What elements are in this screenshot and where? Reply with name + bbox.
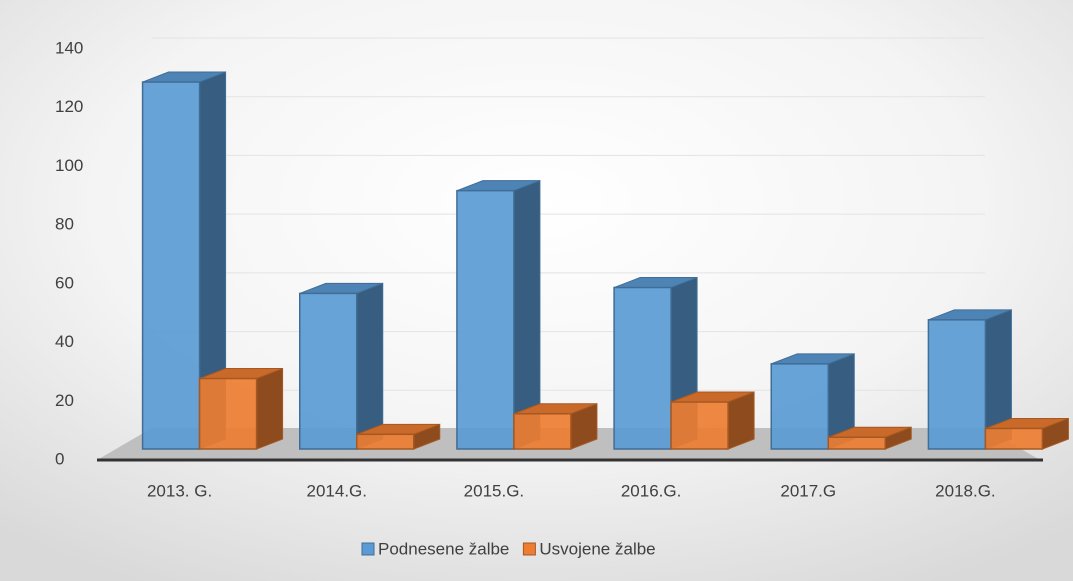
bar xyxy=(770,363,829,450)
x-tick-label: 2013. G. xyxy=(147,481,212,500)
y-tick-label: 20 xyxy=(55,391,74,410)
bar xyxy=(927,319,987,450)
x-tick-label: 2014.G. xyxy=(307,481,368,500)
y-tick-label: 80 xyxy=(55,215,74,234)
bar-side xyxy=(256,367,284,450)
bar xyxy=(984,427,1044,450)
bar xyxy=(670,401,729,450)
y-tick-label: 40 xyxy=(55,332,74,351)
bar xyxy=(141,81,201,450)
bar xyxy=(198,377,258,450)
bar xyxy=(356,433,415,450)
x-tick-label: 2016.G. xyxy=(621,481,682,500)
y-tick-label: 100 xyxy=(55,156,83,175)
x-tick-label: 2017.G xyxy=(780,481,836,500)
y-tick-label: 120 xyxy=(55,97,83,116)
legend-swatch xyxy=(522,542,536,556)
y-tick-label: 0 xyxy=(55,449,64,468)
legend-label: Podnesene žalbe xyxy=(378,539,509,558)
x-tick-label: 2015.G. xyxy=(464,481,525,500)
bar-side xyxy=(356,282,384,450)
bar xyxy=(456,189,515,450)
x-tick-label: 2018.G. xyxy=(935,481,996,500)
bar xyxy=(513,413,572,450)
bar xyxy=(827,436,886,450)
legend-swatch xyxy=(361,542,375,556)
bar xyxy=(613,286,672,450)
bar xyxy=(299,292,358,450)
legend-label: Usvojene žalbe xyxy=(539,539,655,558)
y-tick-label: 60 xyxy=(55,273,74,292)
y-tick-label: 140 xyxy=(55,38,83,57)
